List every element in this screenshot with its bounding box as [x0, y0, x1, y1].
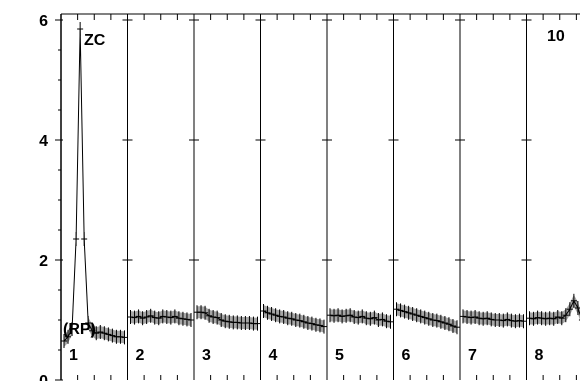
series-panel-7 [460, 309, 527, 329]
series-line [63, 28, 125, 342]
error-band [197, 306, 258, 330]
series-panel-2 [127, 308, 194, 327]
series-line [396, 308, 458, 328]
annotation-rp: (RP) [63, 321, 96, 338]
series-line [263, 310, 325, 328]
series-panel-5 [327, 308, 394, 329]
panel-label: 5 [335, 347, 344, 364]
panel-label: 2 [136, 347, 145, 364]
error-band [529, 294, 580, 325]
panel-label: 3 [202, 347, 211, 364]
y-tick-label: 4 [39, 133, 48, 150]
chart-labels: ZC 10 (RP) [63, 28, 565, 338]
panel-label: 6 [402, 347, 411, 364]
annotation-10: 10 [547, 28, 565, 45]
series-panel-8 [526, 293, 580, 326]
chart-marks: 1 2 3 4 5 6 7 8 [61, 22, 580, 364]
annotation-zc: ZC [84, 32, 106, 49]
panel-label: 4 [269, 347, 278, 364]
panel-label: 8 [535, 347, 544, 364]
y-tick-label: 6 [39, 13, 48, 30]
series-panel-6 [393, 302, 460, 335]
panel-label: 7 [468, 347, 477, 364]
panel-label: 1 [69, 347, 78, 364]
series-panel-1 [61, 22, 128, 348]
error-band [330, 309, 391, 328]
y-tick-label: 2 [39, 253, 48, 270]
error-band [463, 310, 524, 328]
y-tick-label: 0 [39, 373, 48, 381]
series-panel-3 [194, 305, 261, 331]
axes: 0 2 4 6 [39, 13, 580, 381]
series-panel-4 [260, 304, 327, 334]
